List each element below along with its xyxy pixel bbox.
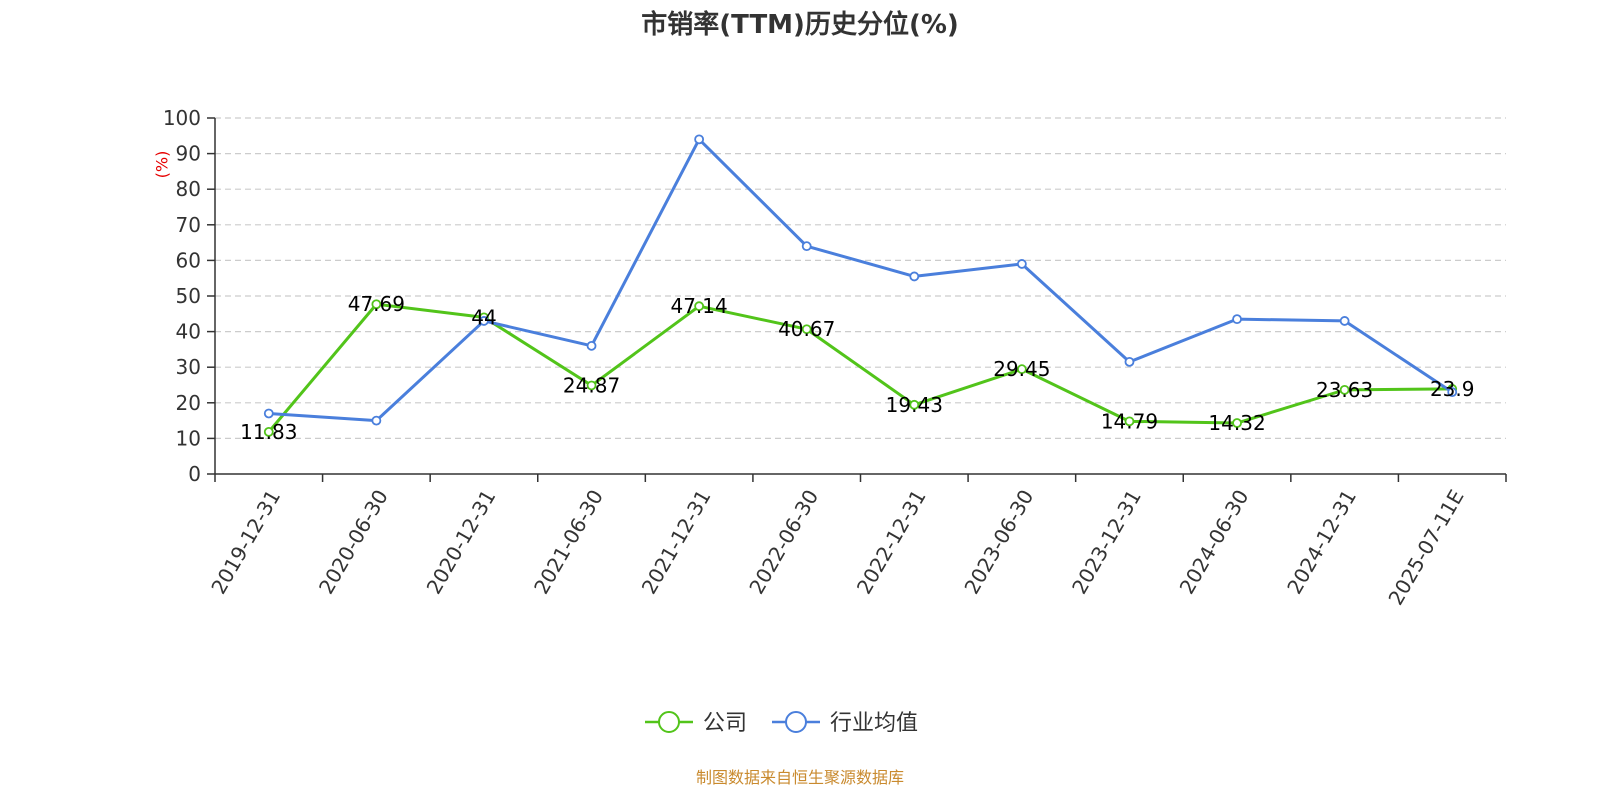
data-point <box>586 340 597 351</box>
data-point <box>586 380 597 391</box>
x-tick-label: 2022-12-31 <box>852 486 931 599</box>
data-label: 23.9 <box>1430 377 1475 401</box>
y-tick-label: 10 <box>176 426 201 450</box>
series <box>263 134 1458 437</box>
y-tick-label: 40 <box>176 320 201 344</box>
y-tick-label: 30 <box>176 355 201 379</box>
data-point <box>801 241 812 252</box>
data-point <box>1232 418 1242 428</box>
y-tick-label: 0 <box>188 462 201 486</box>
data-point <box>371 415 382 426</box>
data-label: 24.87 <box>563 373 620 397</box>
x-tick-label: 2023-12-31 <box>1067 486 1146 599</box>
axes: 0 10 20 30 40 50 60 70 80 90 100 2019-12-31 2020-06-… <box>163 106 1507 610</box>
data-point <box>479 316 489 326</box>
data-point <box>1339 384 1350 395</box>
x-tick-label: 2020-12-31 <box>422 486 501 599</box>
data-label: 11.83 <box>240 420 297 444</box>
data-point <box>263 426 274 437</box>
legend-marker-icon <box>785 711 807 733</box>
data-point <box>1447 387 1458 398</box>
x-tick-label: 2021-06-30 <box>529 486 608 599</box>
x-tick-label: 2024-12-31 <box>1282 486 1361 599</box>
data-label: 19.43 <box>886 393 943 417</box>
data-label: 14.32 <box>1208 411 1265 435</box>
legend: 公司 行业均值 <box>645 711 918 736</box>
data-point <box>909 271 920 282</box>
legend-label: 公司 <box>703 711 747 736</box>
data-label: 14.79 <box>1101 409 1158 433</box>
data-point <box>694 134 705 145</box>
data-point <box>1124 416 1135 427</box>
x-tick-label: 2021-12-31 <box>637 486 716 599</box>
data-label: 47.14 <box>670 294 727 318</box>
x-tick-label: 2022-06-30 <box>744 486 823 599</box>
data-point <box>801 324 812 335</box>
x-tick-label: 2025-07-11E <box>1383 486 1468 610</box>
source-note: 制图数据来自恒生聚源数据库 <box>695 768 904 787</box>
y-tick-label: 20 <box>176 391 201 415</box>
data-point <box>909 399 920 410</box>
y-tick-label: 60 <box>176 248 201 272</box>
data-label: 44 <box>471 305 496 329</box>
x-tick-label: 2024-06-30 <box>1175 486 1254 599</box>
data-labels: 11.83 47.69 44 24.87 47.14 40.67 19.43 29.45 14.… <box>240 292 1474 444</box>
x-tick-label: 2020-06-30 <box>314 486 393 599</box>
chart-title: 市销率(TTM)历史分位(%) <box>641 10 959 40</box>
legend-marker-icon <box>658 711 680 733</box>
y-tick-label: 50 <box>176 284 201 308</box>
data-label: 47.69 <box>348 292 405 316</box>
data-label: 40.67 <box>778 317 835 341</box>
series-line <box>267 302 1453 433</box>
data-point <box>1232 314 1242 325</box>
data-point <box>694 301 705 312</box>
data-label: 23.63 <box>1316 378 1373 402</box>
data-point <box>1124 356 1135 367</box>
y-tick-label: 90 <box>176 142 201 166</box>
data-point <box>1016 259 1027 269</box>
y-tick-label: 100 <box>163 106 201 130</box>
data-point <box>1339 316 1350 326</box>
y-tick-label: 70 <box>176 213 201 237</box>
data-point <box>1016 364 1027 375</box>
x-tick-label: 2023-06-30 <box>959 486 1038 599</box>
data-point <box>263 408 274 419</box>
y-tick-label: 80 <box>176 177 201 201</box>
data-label: 29.45 <box>993 357 1050 381</box>
data-point <box>371 299 382 310</box>
series-line <box>268 137 1454 423</box>
legend-label: 行业均值 <box>830 711 918 736</box>
x-tick-label: 2019-12-31 <box>206 486 285 599</box>
